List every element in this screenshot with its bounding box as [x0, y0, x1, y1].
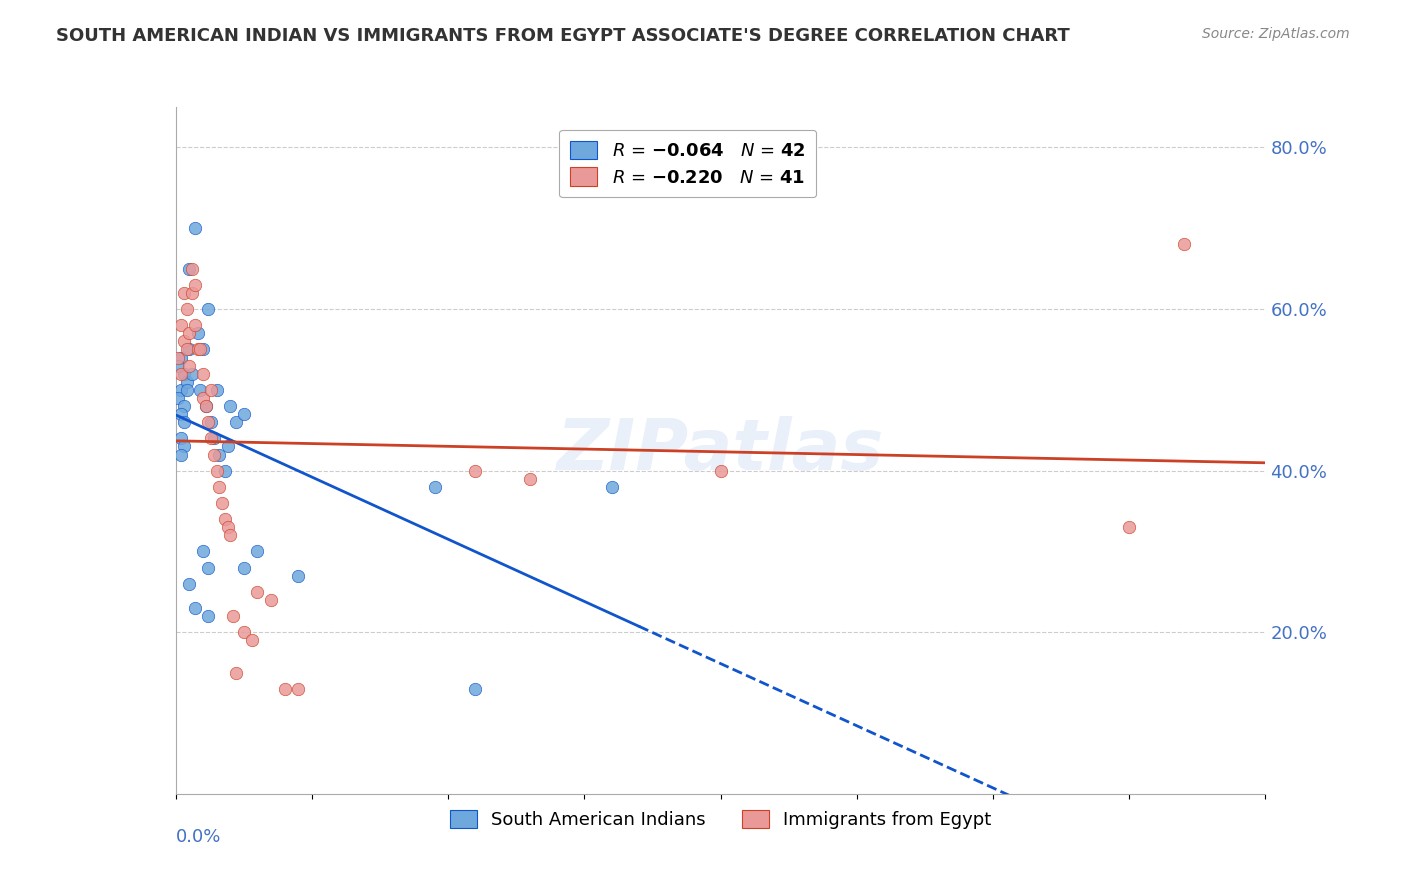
Point [173, 367, 195, 381]
Point [181, 261, 204, 276]
Point [246, 544, 269, 558]
Point [197, 415, 219, 429]
Point [184, 221, 207, 235]
Point [217, 520, 239, 534]
Point [274, 681, 297, 696]
Point [186, 343, 209, 357]
Point [170, 351, 193, 365]
Point [208, 480, 231, 494]
Point [184, 601, 207, 615]
Point [167, 351, 190, 365]
Point [225, 415, 247, 429]
Point [519, 472, 541, 486]
Point [173, 399, 195, 413]
Point [200, 415, 222, 429]
Point [194, 399, 217, 413]
Point [179, 343, 201, 357]
Point [170, 318, 193, 333]
Point [173, 285, 195, 300]
Point [200, 431, 222, 445]
Point [197, 609, 219, 624]
Point [176, 343, 198, 357]
Point [240, 633, 263, 648]
Point [200, 383, 222, 397]
Point [170, 407, 193, 421]
Point [173, 439, 195, 453]
Point [232, 407, 254, 421]
Point [176, 383, 198, 397]
Point [191, 343, 214, 357]
Point [176, 375, 198, 389]
Point [205, 464, 228, 478]
Point [219, 528, 242, 542]
Point [188, 343, 211, 357]
Point [170, 383, 193, 397]
Point [246, 585, 269, 599]
Point [1118, 520, 1140, 534]
Point [197, 560, 219, 574]
Point [181, 285, 204, 300]
Point [173, 334, 195, 349]
Point [188, 383, 211, 397]
Point [287, 681, 309, 696]
Point [225, 665, 247, 680]
Point [211, 496, 233, 510]
Point [176, 301, 198, 316]
Legend: South American Indians, Immigrants from Egypt: South American Indians, Immigrants from … [439, 798, 1002, 839]
Point [184, 277, 207, 292]
Point [710, 464, 733, 478]
Point [179, 576, 201, 591]
Point [464, 464, 486, 478]
Point [202, 431, 225, 445]
Point [217, 439, 239, 453]
Point [191, 367, 214, 381]
Text: 0.0%: 0.0% [176, 828, 221, 847]
Point [170, 448, 193, 462]
Point [191, 391, 214, 405]
Point [464, 681, 486, 696]
Point [170, 431, 193, 445]
Point [179, 359, 201, 373]
Point [179, 261, 201, 276]
Point [197, 301, 219, 316]
Text: ZIPatlas: ZIPatlas [557, 416, 884, 485]
Point [214, 464, 236, 478]
Point [208, 448, 231, 462]
Point [214, 512, 236, 526]
Text: SOUTH AMERICAN INDIAN VS IMMIGRANTS FROM EGYPT ASSOCIATE'S DEGREE CORRELATION CH: SOUTH AMERICAN INDIAN VS IMMIGRANTS FROM… [56, 27, 1070, 45]
Point [184, 318, 207, 333]
Point [205, 383, 228, 397]
Point [232, 625, 254, 640]
Point [167, 359, 190, 373]
Point [232, 560, 254, 574]
Point [600, 480, 623, 494]
Point [173, 415, 195, 429]
Point [222, 609, 245, 624]
Point [170, 367, 193, 381]
Point [194, 399, 217, 413]
Point [181, 367, 204, 381]
Point [186, 326, 209, 341]
Point [191, 544, 214, 558]
Text: Source: ZipAtlas.com: Source: ZipAtlas.com [1202, 27, 1350, 41]
Point [179, 326, 201, 341]
Point [202, 448, 225, 462]
Point [219, 399, 242, 413]
Point [167, 391, 190, 405]
Point [260, 593, 283, 607]
Point [423, 480, 446, 494]
Point [1173, 237, 1195, 252]
Point [287, 568, 309, 582]
